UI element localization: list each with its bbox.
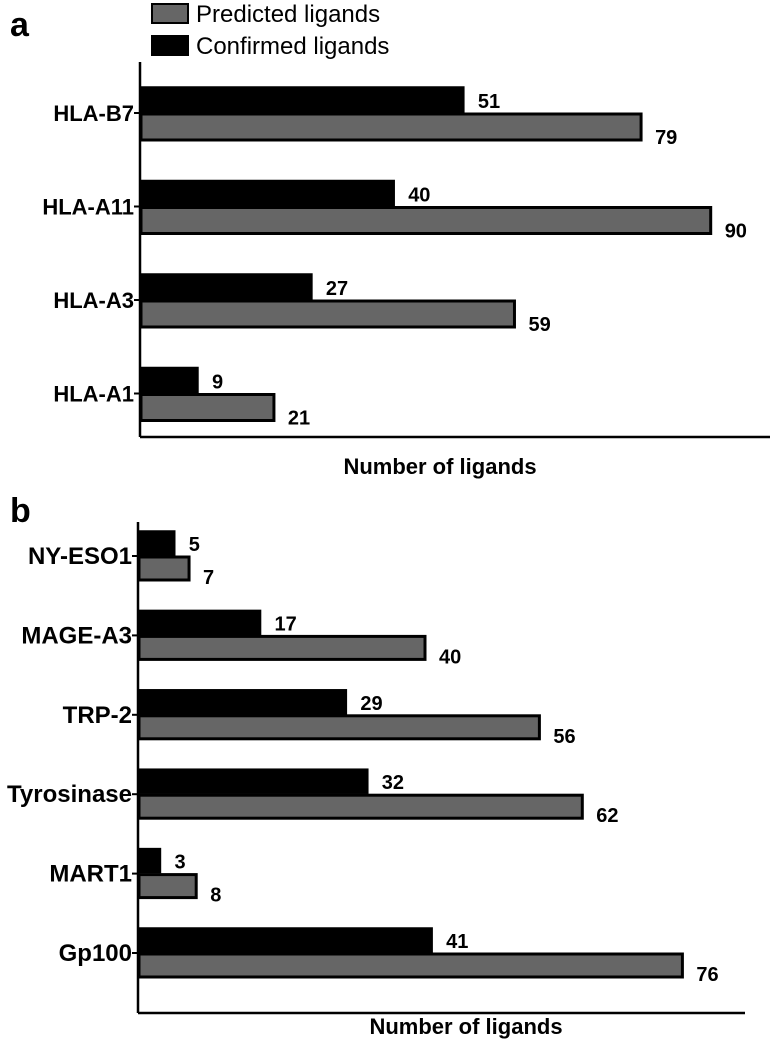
panel-b-letter: b (10, 492, 31, 530)
value-label-confirmed-hla-a3: 27 (326, 278, 348, 300)
bar-predicted-hla-b7 (139, 112, 643, 142)
value-label-confirmed-mage-a3: 17 (275, 613, 297, 635)
category-label-hla-a3: HLA-A3 (53, 288, 134, 313)
bar-confirmed-mart1 (138, 847, 162, 874)
bar-predicted-hla-a1 (139, 393, 276, 422)
category-label-mage-a3: MAGE-A3 (21, 622, 132, 649)
category-label-hla-a1: HLA-A1 (53, 382, 134, 407)
legend-confirmed-label: Confirmed ligands (196, 33, 389, 60)
category-label-tyrosinase: Tyrosinase (7, 781, 132, 808)
bar-predicted-mart1 (137, 873, 198, 900)
panel-a-chart: HLA-B7 51 79 HLA-A11 40 90 HLA-A3 27 59 HLA-A1 9 21 (42, 62, 770, 439)
category-label-hla-b7: HLA-B7 (53, 101, 134, 126)
value-label-predicted-hla-a11: 90 (725, 221, 747, 243)
bar-predicted-gp100 (137, 952, 684, 979)
value-label-predicted-ny-eso1: 7 (203, 567, 214, 589)
bar-confirmed-hla-a1 (140, 366, 199, 394)
legend-confirmed-swatch (151, 35, 189, 56)
value-label-confirmed-hla-a1: 9 (212, 372, 223, 394)
legend-predicted-label: Predicted ligands (196, 1, 380, 28)
category-label-gp100: Gp100 (59, 940, 132, 967)
category-label-hla-a11: HLA-A11 (42, 195, 134, 220)
panel-a-letter: a (10, 6, 30, 44)
bar-predicted-mage-a3 (137, 634, 427, 661)
category-label-ny-eso1: NY-ESO1 (28, 543, 132, 570)
value-label-predicted-hla-a1: 21 (288, 408, 310, 430)
value-label-predicted-hla-a3: 59 (528, 314, 550, 336)
bar-predicted-hla-a3 (139, 299, 516, 329)
bar-predicted-ny-eso1 (137, 555, 191, 582)
value-label-predicted-trp-2: 56 (553, 726, 575, 748)
value-label-confirmed-mart1: 3 (174, 852, 185, 874)
bar-confirmed-gp100 (138, 927, 433, 953)
panel-b-chart: NY-ESO1 57 MAGE-A3 17 40 TRP-2 29 56 Tyrosinase 3… (7, 522, 745, 1015)
value-label-predicted-mart1: 8 (210, 885, 221, 907)
bar-confirmed-mage-a3 (138, 609, 262, 636)
legend-predicted-swatch (151, 3, 189, 24)
value-label-predicted-mage-a3: 40 (439, 646, 461, 668)
panel-b-x-axis-title: Number of ligands (369, 1014, 562, 1039)
value-label-confirmed-ny-eso1: 5 (189, 534, 200, 556)
bar-confirmed-hla-a11 (140, 179, 395, 207)
value-label-predicted-hla-b7: 79 (655, 127, 677, 149)
category-label-mart1: MART1 (49, 861, 132, 888)
bar-confirmed-tyrosinase (138, 768, 369, 794)
panel-a-x-axis-title: Number of ligands (343, 454, 536, 479)
legend: Predicted ligands Confirmed ligands (151, 1, 389, 60)
bar-confirmed-trp-2 (138, 689, 348, 715)
bar-confirmed-hla-a3 (140, 273, 313, 300)
value-label-confirmed-gp100: 41 (446, 931, 468, 953)
value-label-confirmed-trp-2: 29 (360, 693, 382, 715)
bar-confirmed-hla-b7 (140, 86, 465, 113)
bar-predicted-trp-2 (137, 714, 541, 741)
value-label-confirmed-tyrosinase: 32 (382, 772, 404, 794)
value-label-predicted-tyrosinase: 62 (596, 805, 618, 827)
category-label-trp-2: TRP-2 (63, 702, 132, 729)
bar-predicted-hla-a11 (139, 206, 713, 235)
value-label-confirmed-hla-a11: 40 (408, 185, 430, 207)
value-label-predicted-gp100: 76 (696, 964, 718, 986)
value-label-confirmed-hla-b7: 51 (478, 91, 500, 113)
bar-confirmed-ny-eso1 (138, 530, 176, 556)
bar-predicted-tyrosinase (137, 793, 584, 820)
